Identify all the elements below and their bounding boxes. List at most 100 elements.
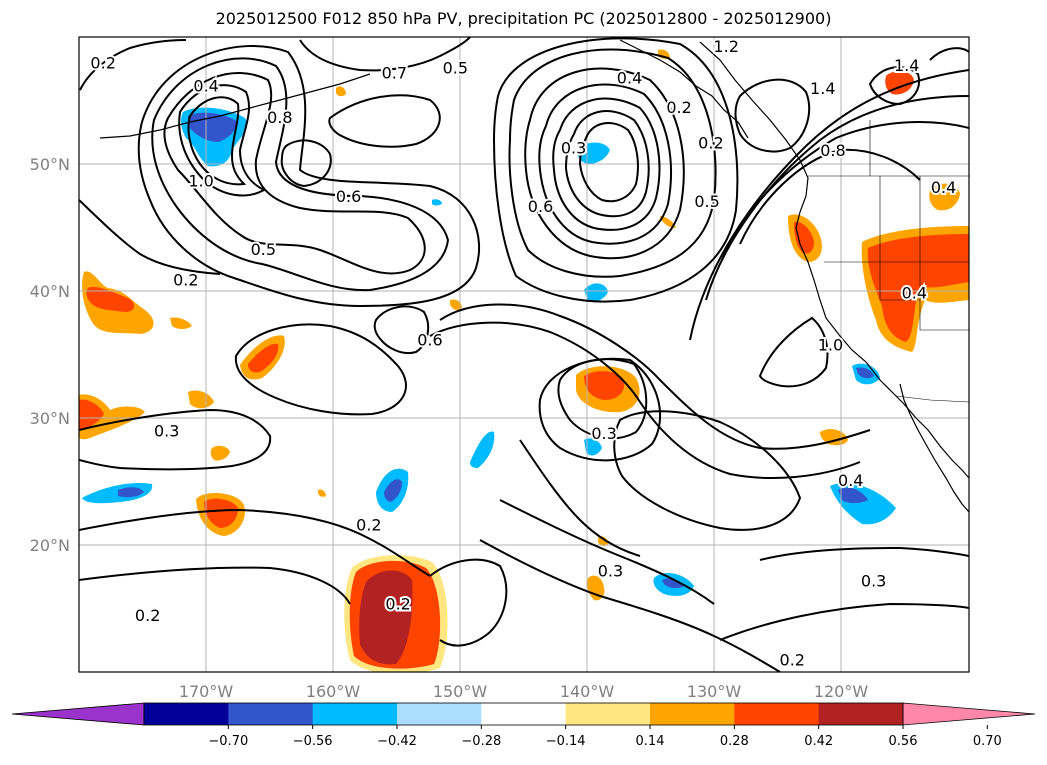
contour-label: 0.6 [528, 197, 553, 216]
lat-tick-label: 20°N [30, 536, 70, 555]
colorbar: −0.70 −0.56 −0.42 −0.28 −0.14 0.14 0.28 0.42 0.5… [11, 702, 1036, 749]
contour-label: 0.3 [154, 422, 179, 441]
colorbar-segment [397, 703, 482, 725]
contour-label: 0.2 [135, 606, 160, 625]
contour-label: 1.0 [188, 172, 213, 191]
contour-line [499, 499, 715, 605]
precip-blob-negative [662, 578, 684, 589]
contour-label: 0.8 [820, 141, 845, 160]
colorbar-tick-label: 0.28 [720, 734, 749, 749]
precip-blob-positive [79, 399, 104, 430]
precip-blob-positive [204, 498, 238, 528]
colorbar-segment [228, 703, 314, 725]
lat-tick-labels: 20°N 30°N 40°N 50°N [30, 155, 70, 555]
contour-line [151, 57, 450, 292]
contour-label: 1.4 [810, 79, 835, 98]
contour-line [538, 83, 672, 245]
precip-blob-positive [248, 343, 279, 373]
contour-label: 0.3 [561, 138, 586, 157]
contour-line [492, 37, 739, 303]
colorbar-tick-label: −0.56 [293, 734, 333, 749]
contour-line [299, 37, 471, 72]
contour-label: 0.6 [417, 330, 442, 349]
contour-label: 0.4 [617, 69, 642, 88]
contour-line [613, 410, 802, 531]
coastline-baja [899, 383, 969, 513]
contour-line [178, 84, 267, 197]
map-panel: 0.2 0.4 0.8 1.0 0.6 0.5 0.2 0.7 0.5 0.6 0.3 0.4 0.2 0… [78, 36, 970, 673]
precip-blob-negative [577, 142, 610, 164]
contour-line [280, 139, 332, 188]
colorbar-tick-label: 0.42 [804, 734, 833, 749]
precip-blob-positive [660, 216, 676, 228]
precip-blob-positive [336, 86, 346, 97]
precip-blob-positive [867, 234, 969, 342]
colorbar-segment [312, 703, 398, 725]
contour-line [234, 323, 407, 416]
contour-label: 0.3 [591, 424, 616, 443]
contour-line [759, 546, 969, 561]
precip-shading [79, 49, 969, 672]
contour-line [187, 96, 247, 186]
precip-blob-positive [359, 570, 413, 665]
contour-line [719, 602, 969, 641]
lat-tick-label: 50°N [30, 155, 70, 174]
colorbar-tick-label: −0.28 [461, 734, 501, 749]
precip-blob-negative [838, 487, 868, 503]
contour-label: 0.2 [356, 516, 381, 535]
contour-line [538, 357, 662, 462]
contour-line [758, 316, 829, 388]
contour-label: 0.2 [90, 53, 115, 72]
contour-line [439, 303, 871, 450]
contour-label: 0.4 [931, 178, 956, 197]
contour-label: 0.4 [193, 76, 218, 95]
precip-blob-positive [584, 371, 625, 400]
precip-blob-positive [794, 221, 814, 254]
contour-label: 1.4 [894, 56, 919, 75]
precip-blob-positive [450, 299, 462, 311]
contour-label: 0.5 [443, 58, 468, 77]
contour-line [429, 321, 861, 479]
colorbar-tick-label: −0.14 [546, 734, 586, 749]
contour-line [79, 508, 431, 577]
contour-line [519, 439, 641, 557]
lon-tick-label: 160°W [306, 682, 361, 701]
contour-labels: 0.2 0.4 0.8 1.0 0.6 0.5 0.2 0.7 0.5 0.6 0.3 0.4 0.2 0… [88, 37, 958, 671]
precip-blob-positive [170, 317, 192, 329]
precip-blob-positive [188, 390, 214, 409]
contour-line [552, 97, 661, 231]
lon-tick-label: 170°W [179, 682, 234, 701]
colorbar-segment [734, 703, 820, 725]
precip-blob-positive [318, 489, 326, 497]
contour-line [578, 122, 639, 203]
contour-label: 0.4 [902, 283, 927, 302]
lon-tick-labels: 170°W 160°W 150°W 140°W 130°W 120°W [179, 682, 869, 701]
precip-blob-positive [929, 183, 960, 211]
map-frame [78, 36, 970, 673]
colorbar-tick-label: −0.42 [377, 734, 417, 749]
contour-line [689, 69, 969, 341]
precip-blob-negative [432, 199, 442, 206]
contour-label: 0.3 [598, 561, 623, 580]
lon-tick-label: 150°W [433, 682, 488, 701]
colorbar-segment [818, 703, 904, 725]
contour-label: 0.2 [173, 271, 198, 290]
contour-label: 1.0 [818, 335, 843, 354]
contour-line [429, 558, 508, 647]
pv-contours [79, 37, 969, 672]
contour-label: 0.3 [861, 572, 886, 591]
contour-line [929, 47, 969, 61]
contour-label: 0.7 [382, 64, 407, 83]
contour-line [479, 539, 781, 672]
contour-line [79, 199, 221, 275]
contour-line [79, 39, 187, 91]
contour-line [79, 408, 272, 471]
lon-tick-label: 130°W [687, 682, 742, 701]
colorbar-segment [650, 703, 735, 725]
precip-blob-positive [885, 71, 914, 95]
precip-blob-positive [86, 286, 135, 312]
colorbar-tick-label: 0.56 [889, 734, 918, 749]
contour-line [79, 566, 351, 605]
contour-line [705, 95, 969, 301]
precip-blob-negative [584, 283, 608, 302]
